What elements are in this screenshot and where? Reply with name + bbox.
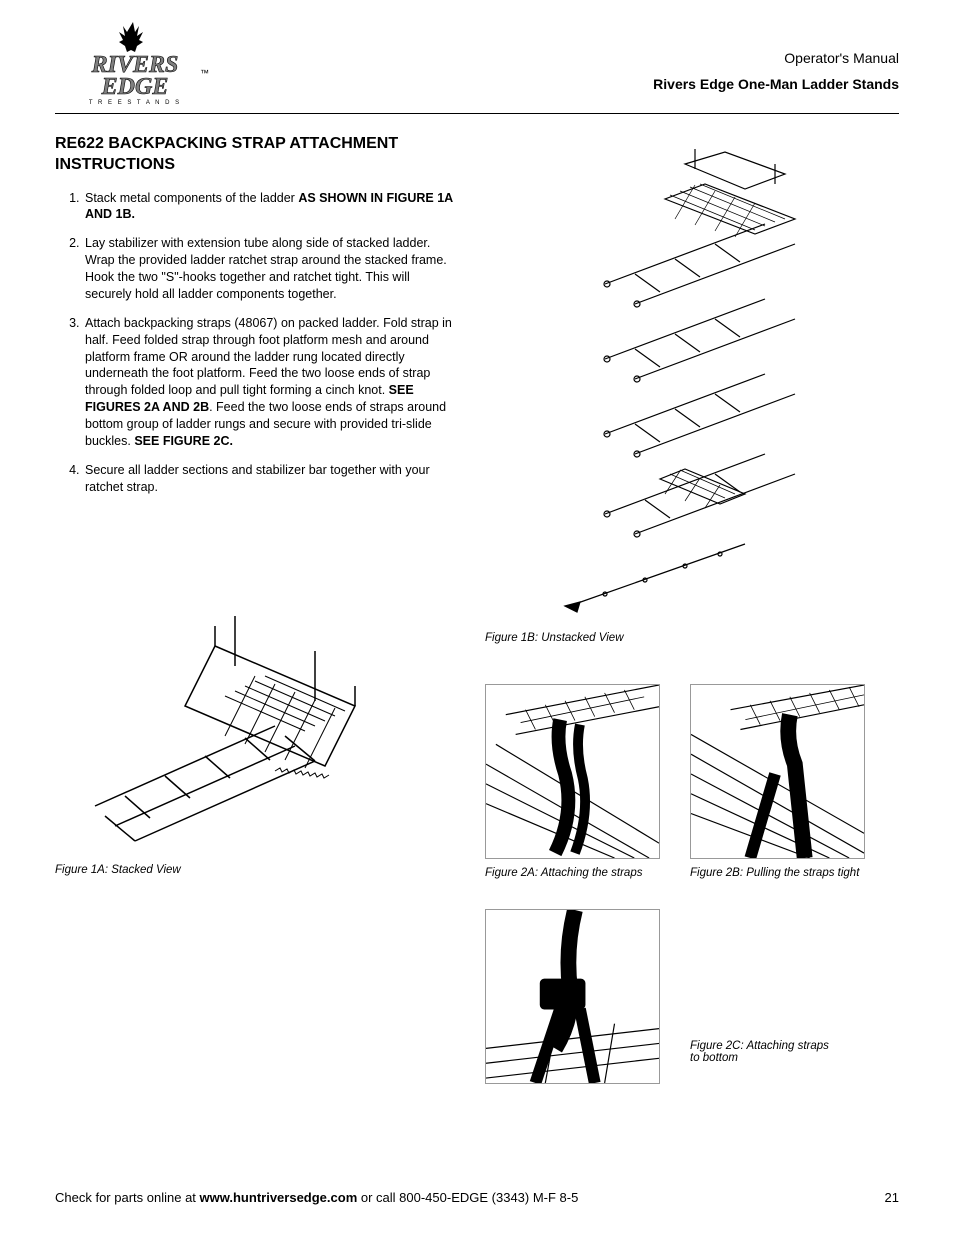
figure-1b-image bbox=[485, 134, 865, 624]
figure-2c-caption: Figure 2C: Attaching straps to bottom bbox=[690, 1040, 830, 1084]
page-header: RIVERS EDGE ™ T R E E S T A N D S Operat… bbox=[55, 20, 899, 114]
main-content: RE622 BACKPACKING STRAP ATTACHMENT INSTR… bbox=[55, 134, 899, 1084]
right-column: Figure 1B: Unstacked View bbox=[485, 134, 899, 1084]
header-right: Operator's Manual Rivers Edge One-Man La… bbox=[653, 20, 899, 92]
section-title: RE622 BACKPACKING STRAP ATTACHMENT INSTR… bbox=[55, 134, 455, 176]
figure-1a-caption: Figure 1A: Stacked View bbox=[55, 864, 455, 876]
footer-parts-info: Check for parts online at www.huntrivers… bbox=[55, 1190, 578, 1205]
svg-text:EDGE: EDGE bbox=[101, 74, 169, 100]
step-2: Lay stabilizer with extension tube along… bbox=[83, 235, 455, 303]
figure-1b-caption: Figure 1B: Unstacked View bbox=[485, 632, 899, 644]
step-1: Stack metal components of the ladder AS … bbox=[83, 190, 455, 224]
figure-2a-caption: Figure 2A: Attaching the straps bbox=[485, 867, 660, 879]
figure-2a: Figure 2A: Attaching the straps bbox=[485, 684, 660, 879]
operators-manual-label: Operator's Manual bbox=[653, 50, 899, 66]
brand-logo: RIVERS EDGE ™ T R E E S T A N D S bbox=[55, 20, 215, 105]
svg-text:T R E E S T A N D S: T R E E S T A N D S bbox=[89, 100, 181, 105]
figure-2c bbox=[485, 909, 660, 1084]
figure-1a-image bbox=[55, 596, 435, 856]
figure-2-row: Figure 2A: Attaching the straps bbox=[485, 684, 899, 879]
figure-2c-group: Figure 2C: Attaching straps to bottom bbox=[485, 909, 899, 1084]
step-3: Attach backpacking straps (48067) on pac… bbox=[83, 315, 455, 450]
figure-2c-image bbox=[485, 909, 660, 1084]
figure-2a-image bbox=[485, 684, 660, 859]
figure-2b-image bbox=[690, 684, 865, 859]
figure-2b: Figure 2B: Pulling the straps tight bbox=[690, 684, 865, 879]
figure-2b-caption: Figure 2B: Pulling the straps tight bbox=[690, 867, 865, 879]
step-4: Secure all ladder sections and stabilize… bbox=[83, 462, 455, 496]
figure-1b: Figure 1B: Unstacked View bbox=[485, 134, 899, 644]
left-column: RE622 BACKPACKING STRAP ATTACHMENT INSTR… bbox=[55, 134, 455, 1084]
svg-text:™: ™ bbox=[200, 68, 209, 78]
page-footer: Check for parts online at www.huntrivers… bbox=[55, 1190, 899, 1205]
figure-1a: Figure 1A: Stacked View bbox=[55, 596, 455, 876]
product-line-label: Rivers Edge One-Man Ladder Stands bbox=[653, 76, 899, 92]
page-number: 21 bbox=[885, 1190, 899, 1205]
instruction-list: Stack metal components of the ladder AS … bbox=[55, 190, 455, 496]
